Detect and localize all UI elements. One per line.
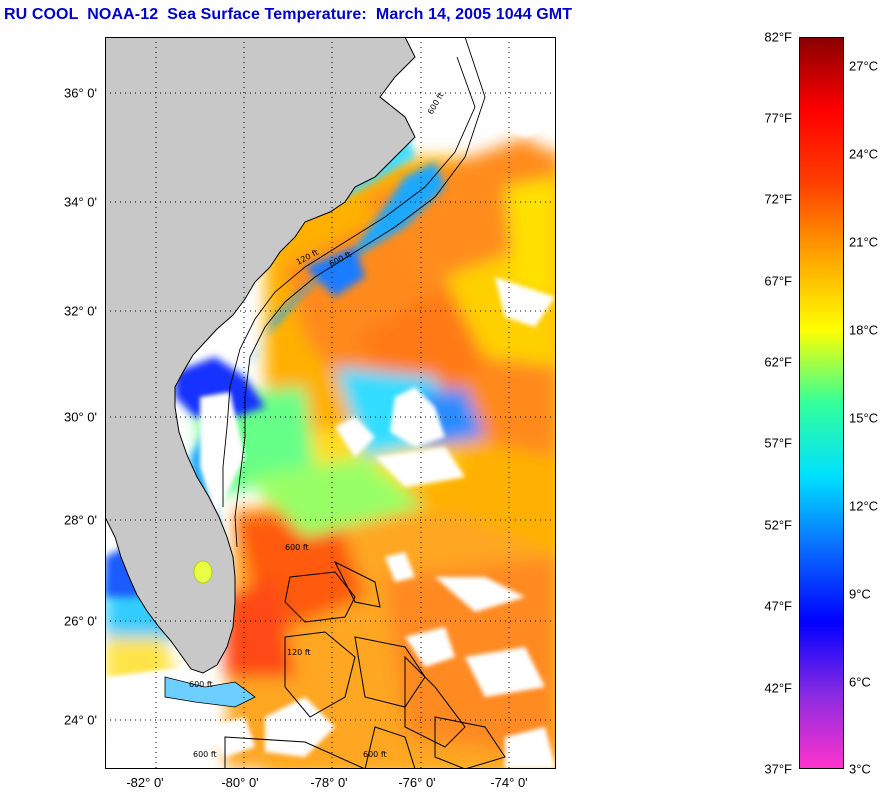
latitude-label: 32° 0': [64, 303, 97, 319]
colorbar-fahrenheit-label: 47°F: [764, 598, 792, 614]
colorbar-celsius-label: 24°C: [849, 146, 879, 162]
latitude-label: 28° 0': [64, 512, 97, 528]
colorbar-fahrenheit-label: 72°F: [764, 191, 792, 207]
latitude-label: 30° 0': [64, 409, 97, 425]
colorbar-fahrenheit-label: 77°F: [764, 110, 792, 126]
temperature-colorbar: [799, 37, 844, 769]
lake-okeechobee: [193, 560, 213, 584]
florida-keys: [164, 676, 256, 708]
contour-label: 600 ft: [285, 543, 309, 552]
map-title: RU COOL NOAA-12 Sea Surface Temperature:…: [4, 6, 573, 23]
colorbar-celsius-label: 9°C: [849, 586, 871, 602]
colorbar-celsius-label: 18°C: [849, 322, 879, 338]
lat-lon-grid: [105, 37, 556, 769]
colorbar-fahrenheit-label: 82°F: [764, 29, 792, 45]
isobath-contours: [222, 37, 486, 548]
colorbar-fahrenheit-label: 52°F: [764, 517, 792, 533]
latitude-label: 34° 0': [64, 194, 97, 210]
latitude-label: 26° 0': [64, 613, 97, 629]
longitude-label: -82° 0': [126, 775, 164, 790]
colorbar-fahrenheit-label: 42°F: [764, 680, 792, 696]
contour-label: 120 ft: [287, 648, 311, 657]
latitude-label: 24° 0': [64, 712, 97, 728]
colorbar-fahrenheit-label: 67°F: [764, 273, 792, 289]
longitude-label: -76° 0': [398, 775, 436, 790]
longitude-label: -74° 0': [490, 775, 528, 790]
contour-label: 600 ft: [363, 750, 387, 759]
contour-label: 600 ft: [189, 680, 213, 689]
colorbar-celsius-label: 21°C: [849, 234, 879, 250]
sst-map: 600 ft 120 ft 600 ft 600 ft 600 ft 120 f…: [105, 37, 556, 769]
colorbar-fahrenheit-label: 37°F: [764, 761, 792, 777]
colorbar-fahrenheit-label: 57°F: [764, 435, 792, 451]
bahamas-islands: [224, 560, 506, 769]
contour-label: 600 ft: [193, 750, 217, 759]
us-landmass: [105, 37, 416, 674]
colorbar-celsius-label: 12°C: [849, 498, 879, 514]
longitude-label: -80° 0': [221, 775, 259, 790]
latitude-label: 36° 0': [64, 85, 97, 101]
colorbar-celsius-label: 3°C: [849, 761, 871, 777]
longitude-label: -78° 0': [310, 775, 348, 790]
colorbar-celsius-label: 27°C: [849, 58, 879, 74]
colorbar-fahrenheit-label: 62°F: [764, 354, 792, 370]
colorbar-celsius-label: 15°C: [849, 410, 879, 426]
colorbar-celsius-label: 6°C: [849, 674, 871, 690]
